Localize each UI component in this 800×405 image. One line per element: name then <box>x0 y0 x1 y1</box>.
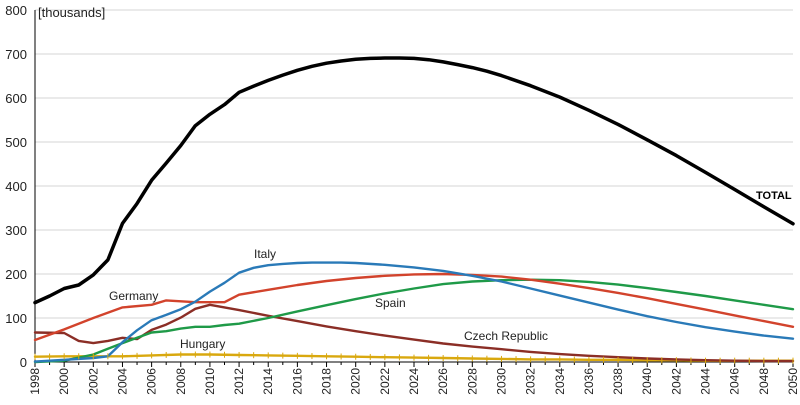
x-tick-label: 2000 <box>57 368 71 395</box>
y-tick-label: 500 <box>5 135 27 150</box>
series-label-hungary: Hungary <box>180 337 225 351</box>
x-tick-label: 2030 <box>494 368 508 395</box>
series-label-germany: Germany <box>109 289 158 303</box>
x-tick-label: 2044 <box>699 368 713 395</box>
series-label-total: TOTAL <box>756 190 792 202</box>
x-tick-label: 2036 <box>582 368 596 395</box>
x-tick-label: 2004 <box>115 368 129 395</box>
y-tick-label: 300 <box>5 223 27 238</box>
y-tick-label: 100 <box>5 311 27 326</box>
x-tick-label: 2026 <box>436 368 450 395</box>
x-tick-label: 2024 <box>407 368 421 395</box>
x-tick-label: 2012 <box>232 368 246 395</box>
x-tick-label: 2032 <box>524 368 538 395</box>
x-tick-label: 1998 <box>28 368 42 395</box>
x-tick-label: 2028 <box>465 368 479 395</box>
series-line-total <box>33 56 795 305</box>
x-tick-label: 2050 <box>786 368 800 395</box>
gridlines <box>35 9 793 319</box>
x-tick-label: 2006 <box>145 368 159 395</box>
y-tick-label: 600 <box>5 91 27 106</box>
series-line-italy <box>33 261 795 363</box>
x-tick-label: 2018 <box>320 368 334 395</box>
x-tick-label: 2014 <box>261 368 275 395</box>
x-tick-label: 2020 <box>349 368 363 395</box>
series-labels: TOTAL Italy Germany Spain Czech Republic Hung… <box>109 190 792 351</box>
unit-label: [thousands] <box>38 5 105 20</box>
y-tick-label: 0 <box>20 355 27 370</box>
x-tick-label: 2010 <box>203 368 217 395</box>
y-axis: 0 100 200 300 400 500 600 700 800 <box>5 3 36 370</box>
y-tick-label: 700 <box>5 47 27 62</box>
x-axis: 1998 2000 2002 2004 2006 2008 2010 2012 2014 2016… <box>28 361 800 395</box>
x-tick-label: 2034 <box>553 368 567 395</box>
x-tick-label: 2016 <box>290 368 304 395</box>
series-label-italy: Italy <box>254 247 276 261</box>
y-tick-label: 200 <box>5 267 27 282</box>
series-label-czech-republic: Czech Republic <box>464 329 548 343</box>
x-tick-label: 2042 <box>669 368 683 395</box>
series-line-spain <box>33 278 795 364</box>
x-tick-label: 2048 <box>757 368 771 395</box>
x-tick-label: 2008 <box>174 368 188 395</box>
y-tick-label: 800 <box>5 3 27 18</box>
series-label-spain: Spain <box>375 296 406 310</box>
x-tick-label: 2038 <box>611 368 625 395</box>
x-tick-label: 2046 <box>728 368 742 395</box>
y-tick-label: 400 <box>5 179 27 194</box>
x-tick-label: 2040 <box>640 368 654 395</box>
x-tick-label: 2022 <box>378 368 392 395</box>
series-lines <box>33 56 795 364</box>
series-line-germany <box>33 272 795 342</box>
x-tick-label: 2002 <box>86 368 100 395</box>
